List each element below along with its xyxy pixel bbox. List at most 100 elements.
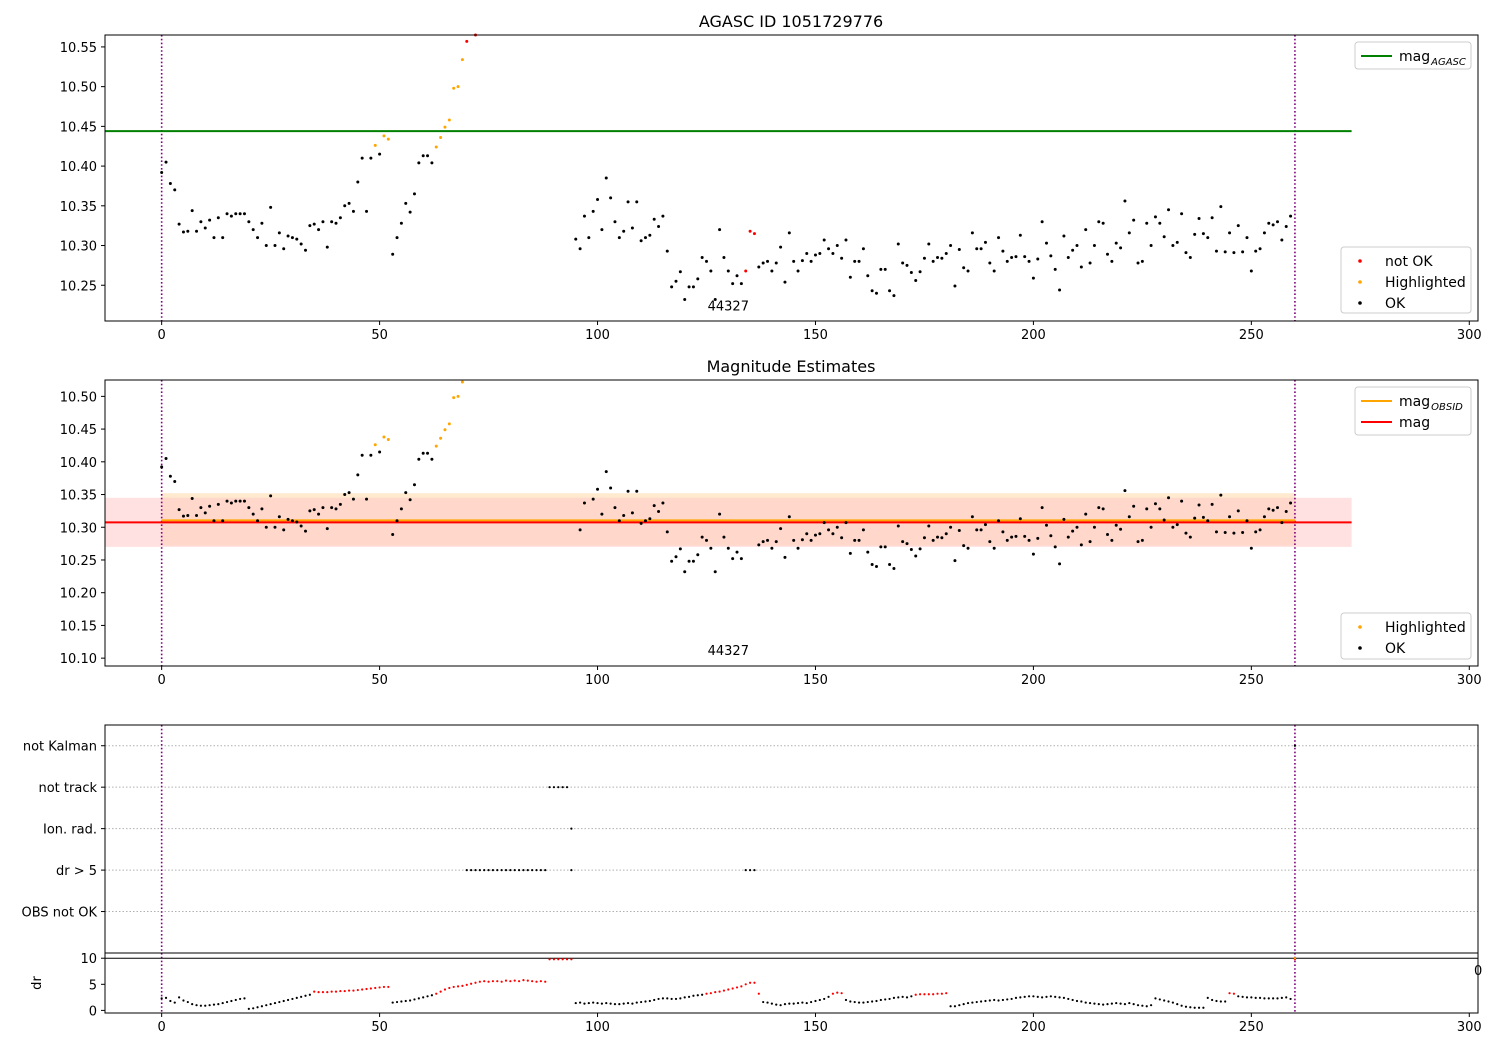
legend-label-subscript: AGASC (1430, 57, 1466, 68)
x-tick-label: 100 (585, 673, 610, 688)
data-point (949, 1005, 952, 1008)
data-point (304, 994, 307, 997)
data-point (330, 990, 333, 993)
data-point (901, 540, 905, 544)
data-point (1101, 221, 1105, 225)
data-point (1149, 525, 1153, 529)
data-point (1197, 503, 1201, 507)
y-tick-label: 10.30 (60, 240, 97, 255)
data-point (426, 995, 429, 998)
data-point (945, 992, 948, 995)
data-point (1023, 255, 1027, 259)
data-point (875, 999, 878, 1003)
obsid-label: 44327 (708, 644, 749, 659)
data-point (657, 997, 660, 1001)
data-point (914, 554, 918, 558)
data-point (1289, 997, 1292, 1001)
data-point (343, 989, 346, 993)
data-point (1202, 1006, 1205, 1009)
data-point (657, 224, 661, 228)
data-point (199, 1004, 202, 1007)
data-point (321, 991, 325, 994)
x-tick-label: 0 (158, 673, 166, 688)
data-point (914, 278, 918, 282)
data-point (351, 497, 355, 501)
data-point (221, 519, 225, 523)
data-point (1250, 996, 1253, 999)
flag-point (748, 868, 752, 872)
legend-label: Highlighted (1385, 275, 1466, 291)
data-point (1201, 515, 1205, 519)
data-point (382, 134, 386, 138)
y-tick-label: 10.15 (60, 619, 97, 634)
data-point (282, 528, 286, 532)
data-point (334, 507, 338, 511)
data-point (848, 551, 852, 555)
flag-point (561, 786, 564, 789)
data-point (1023, 534, 1027, 538)
data-point (234, 998, 237, 1002)
data-point (1275, 506, 1279, 510)
data-point (1018, 233, 1022, 237)
data-point (648, 517, 652, 521)
data-point (496, 980, 499, 983)
flag-point (474, 868, 477, 872)
data-point (940, 536, 944, 540)
data-point (1275, 220, 1279, 224)
axes-frame (104, 952, 1479, 1014)
data-point (578, 247, 582, 251)
data-point (169, 999, 172, 1003)
data-point (727, 988, 730, 991)
data-point (1180, 212, 1184, 216)
data-point (443, 988, 447, 991)
data-point (626, 1001, 630, 1005)
data-point (395, 236, 399, 240)
data-point (582, 501, 586, 505)
data-point (434, 444, 438, 448)
data-point (983, 523, 987, 527)
data-point (1071, 998, 1074, 1002)
data-point (273, 525, 277, 529)
data-point (605, 1001, 608, 1005)
data-point (326, 991, 329, 994)
data-point (1232, 531, 1236, 535)
data-point (705, 992, 708, 995)
data-point (604, 176, 608, 180)
y-tick-label: not Kalman (23, 740, 97, 755)
data-point (491, 980, 495, 983)
data-point (1032, 995, 1035, 998)
data-point (290, 519, 294, 523)
data-point (975, 528, 979, 532)
data-point (190, 496, 194, 500)
data-point (1106, 532, 1110, 536)
data-point (1036, 257, 1040, 261)
data-point (395, 1000, 399, 1004)
data-point (757, 992, 760, 995)
data-point (1254, 996, 1257, 999)
data-point (966, 1001, 970, 1005)
data-point (1280, 996, 1283, 999)
data-point (548, 958, 551, 961)
data-point (992, 269, 996, 273)
data-point (260, 221, 264, 225)
legend-label: not OK (1385, 254, 1433, 270)
data-point (1176, 1003, 1179, 1006)
flag-point (504, 868, 508, 872)
data-point (1075, 999, 1079, 1003)
data-point (295, 520, 299, 524)
data-point (238, 212, 242, 216)
data-point (1149, 1004, 1153, 1007)
data-point (609, 196, 613, 200)
y-axis-label: dr (30, 976, 45, 990)
x-tick-label: 300 (1457, 328, 1482, 343)
data-point (295, 237, 299, 241)
data-point (160, 997, 163, 1000)
data-point (1145, 507, 1149, 511)
data-point (1044, 241, 1048, 245)
data-point (361, 988, 364, 991)
legend-box (1340, 246, 1472, 314)
data-point (648, 233, 652, 237)
data-point (399, 507, 403, 511)
data-point (177, 996, 181, 999)
data-point (338, 216, 342, 220)
